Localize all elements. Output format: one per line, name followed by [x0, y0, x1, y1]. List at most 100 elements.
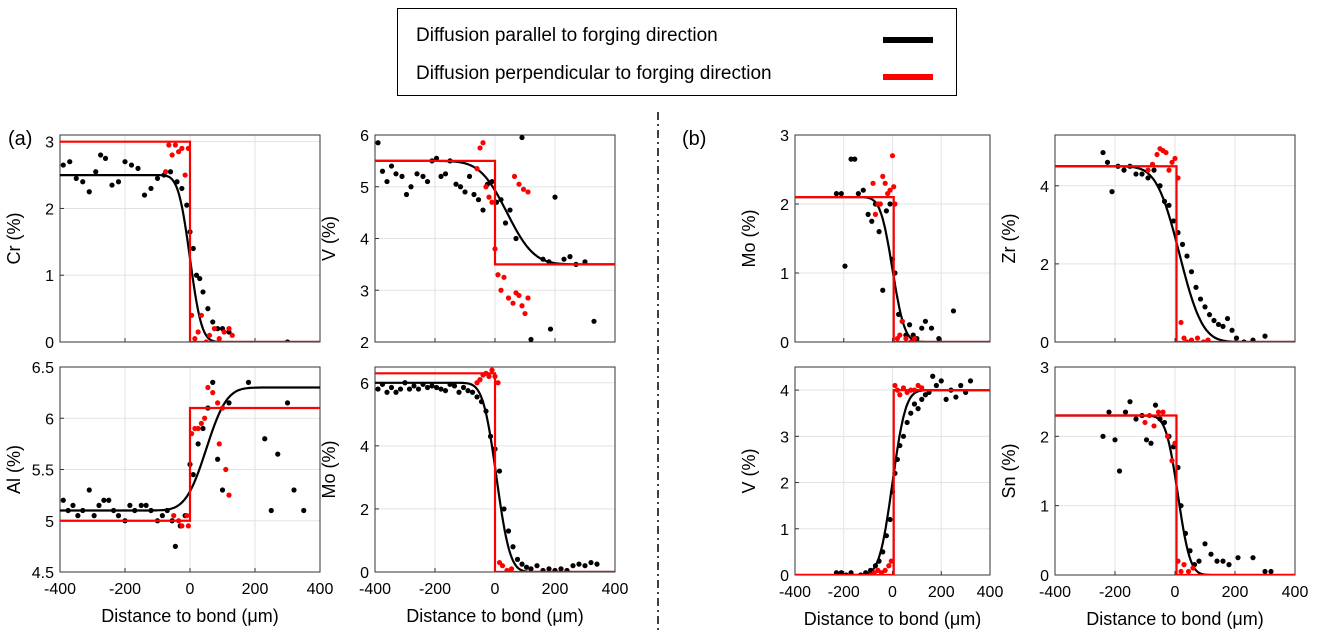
data-point	[892, 382, 898, 389]
data-point	[833, 191, 840, 197]
legend-line-parallel	[883, 37, 933, 43]
data-point	[1164, 433, 1171, 439]
data-point	[195, 441, 201, 447]
x-tick-label: 0	[888, 584, 897, 601]
data-point	[73, 175, 79, 182]
data-point	[1262, 333, 1268, 339]
data-point	[202, 415, 208, 421]
data-point	[179, 145, 185, 151]
data-point	[504, 567, 510, 572]
y-tick-label: 0	[45, 335, 54, 352]
data-point	[860, 187, 866, 193]
data-point	[872, 211, 879, 217]
data-point	[904, 419, 910, 426]
data-point	[895, 311, 902, 317]
data-point	[540, 256, 546, 262]
data-point	[275, 451, 281, 457]
data-point	[528, 336, 534, 342]
data-point	[223, 466, 229, 473]
data-point	[429, 383, 435, 389]
data-point	[880, 287, 886, 293]
data-point	[403, 191, 410, 198]
data-point	[552, 194, 558, 200]
data-point	[176, 518, 182, 524]
data-point	[865, 211, 871, 217]
data-point	[1163, 149, 1169, 156]
data-point	[838, 570, 844, 575]
data-point	[1145, 167, 1151, 173]
data-point	[193, 272, 200, 278]
data-point	[477, 145, 483, 151]
data-point	[190, 245, 196, 252]
data-point	[930, 373, 936, 379]
data-point	[262, 436, 268, 442]
data-point	[897, 392, 903, 398]
data-point	[1206, 312, 1213, 318]
data-point	[842, 263, 848, 269]
data-point	[93, 169, 99, 175]
data-point	[65, 507, 71, 514]
data-point	[880, 549, 886, 555]
data-point	[1197, 296, 1204, 302]
data-point	[163, 169, 169, 175]
data-point	[919, 385, 925, 391]
y-axis-label: Zr (%)	[999, 214, 1019, 264]
data-point	[442, 171, 449, 177]
data-point	[384, 178, 390, 185]
data-point	[933, 382, 939, 389]
fit-line-series-1	[795, 196, 990, 342]
data-point	[502, 220, 509, 226]
data-point	[1148, 440, 1154, 446]
data-point	[433, 155, 440, 161]
data-point	[154, 175, 161, 182]
data-point	[210, 390, 216, 396]
data-point	[880, 173, 886, 179]
data-point	[433, 384, 440, 391]
data-point	[393, 389, 399, 395]
x-tick-label: -400	[44, 581, 76, 598]
data-point	[475, 197, 482, 203]
data-point	[525, 189, 531, 195]
data-point	[547, 326, 554, 332]
data-point	[511, 173, 518, 179]
data-point	[438, 386, 444, 392]
data-point	[215, 456, 221, 462]
data-point	[245, 379, 252, 385]
y-tick-label: 6	[45, 411, 54, 428]
data-point	[486, 194, 492, 200]
data-point	[60, 162, 66, 168]
data-point	[411, 383, 417, 389]
y-tick-label: 4.5	[32, 565, 54, 582]
x-tick-label: 400	[1282, 584, 1309, 601]
y-tick-label: 2	[360, 502, 369, 519]
data-point	[122, 159, 128, 165]
data-point	[1116, 468, 1123, 474]
data-point	[1184, 253, 1190, 259]
y-axis-label: Mo (%)	[319, 441, 339, 499]
data-point	[1233, 335, 1240, 341]
data-point	[453, 181, 459, 187]
data-point	[442, 388, 449, 394]
data-point	[900, 433, 907, 439]
data-point	[1161, 419, 1168, 426]
data-point	[456, 389, 462, 395]
data-point	[182, 172, 188, 178]
data-point	[1133, 171, 1139, 177]
data-point	[192, 336, 198, 342]
x-tick-label: 200	[1222, 584, 1249, 601]
data-point	[1220, 558, 1226, 564]
data-point	[1143, 437, 1150, 443]
data-point	[184, 202, 190, 208]
data-point	[1194, 335, 1201, 341]
data-point	[1151, 423, 1157, 429]
data-point	[301, 507, 307, 514]
data-point	[375, 140, 381, 146]
data-point	[1220, 323, 1226, 329]
data-point	[1188, 269, 1195, 275]
data-point	[499, 563, 506, 569]
y-axis-label: V (%)	[319, 216, 339, 261]
data-point	[132, 507, 138, 514]
data-point	[1106, 409, 1112, 415]
data-point	[882, 567, 888, 573]
x-axis-label: Distance to bond (μm)	[804, 609, 981, 629]
